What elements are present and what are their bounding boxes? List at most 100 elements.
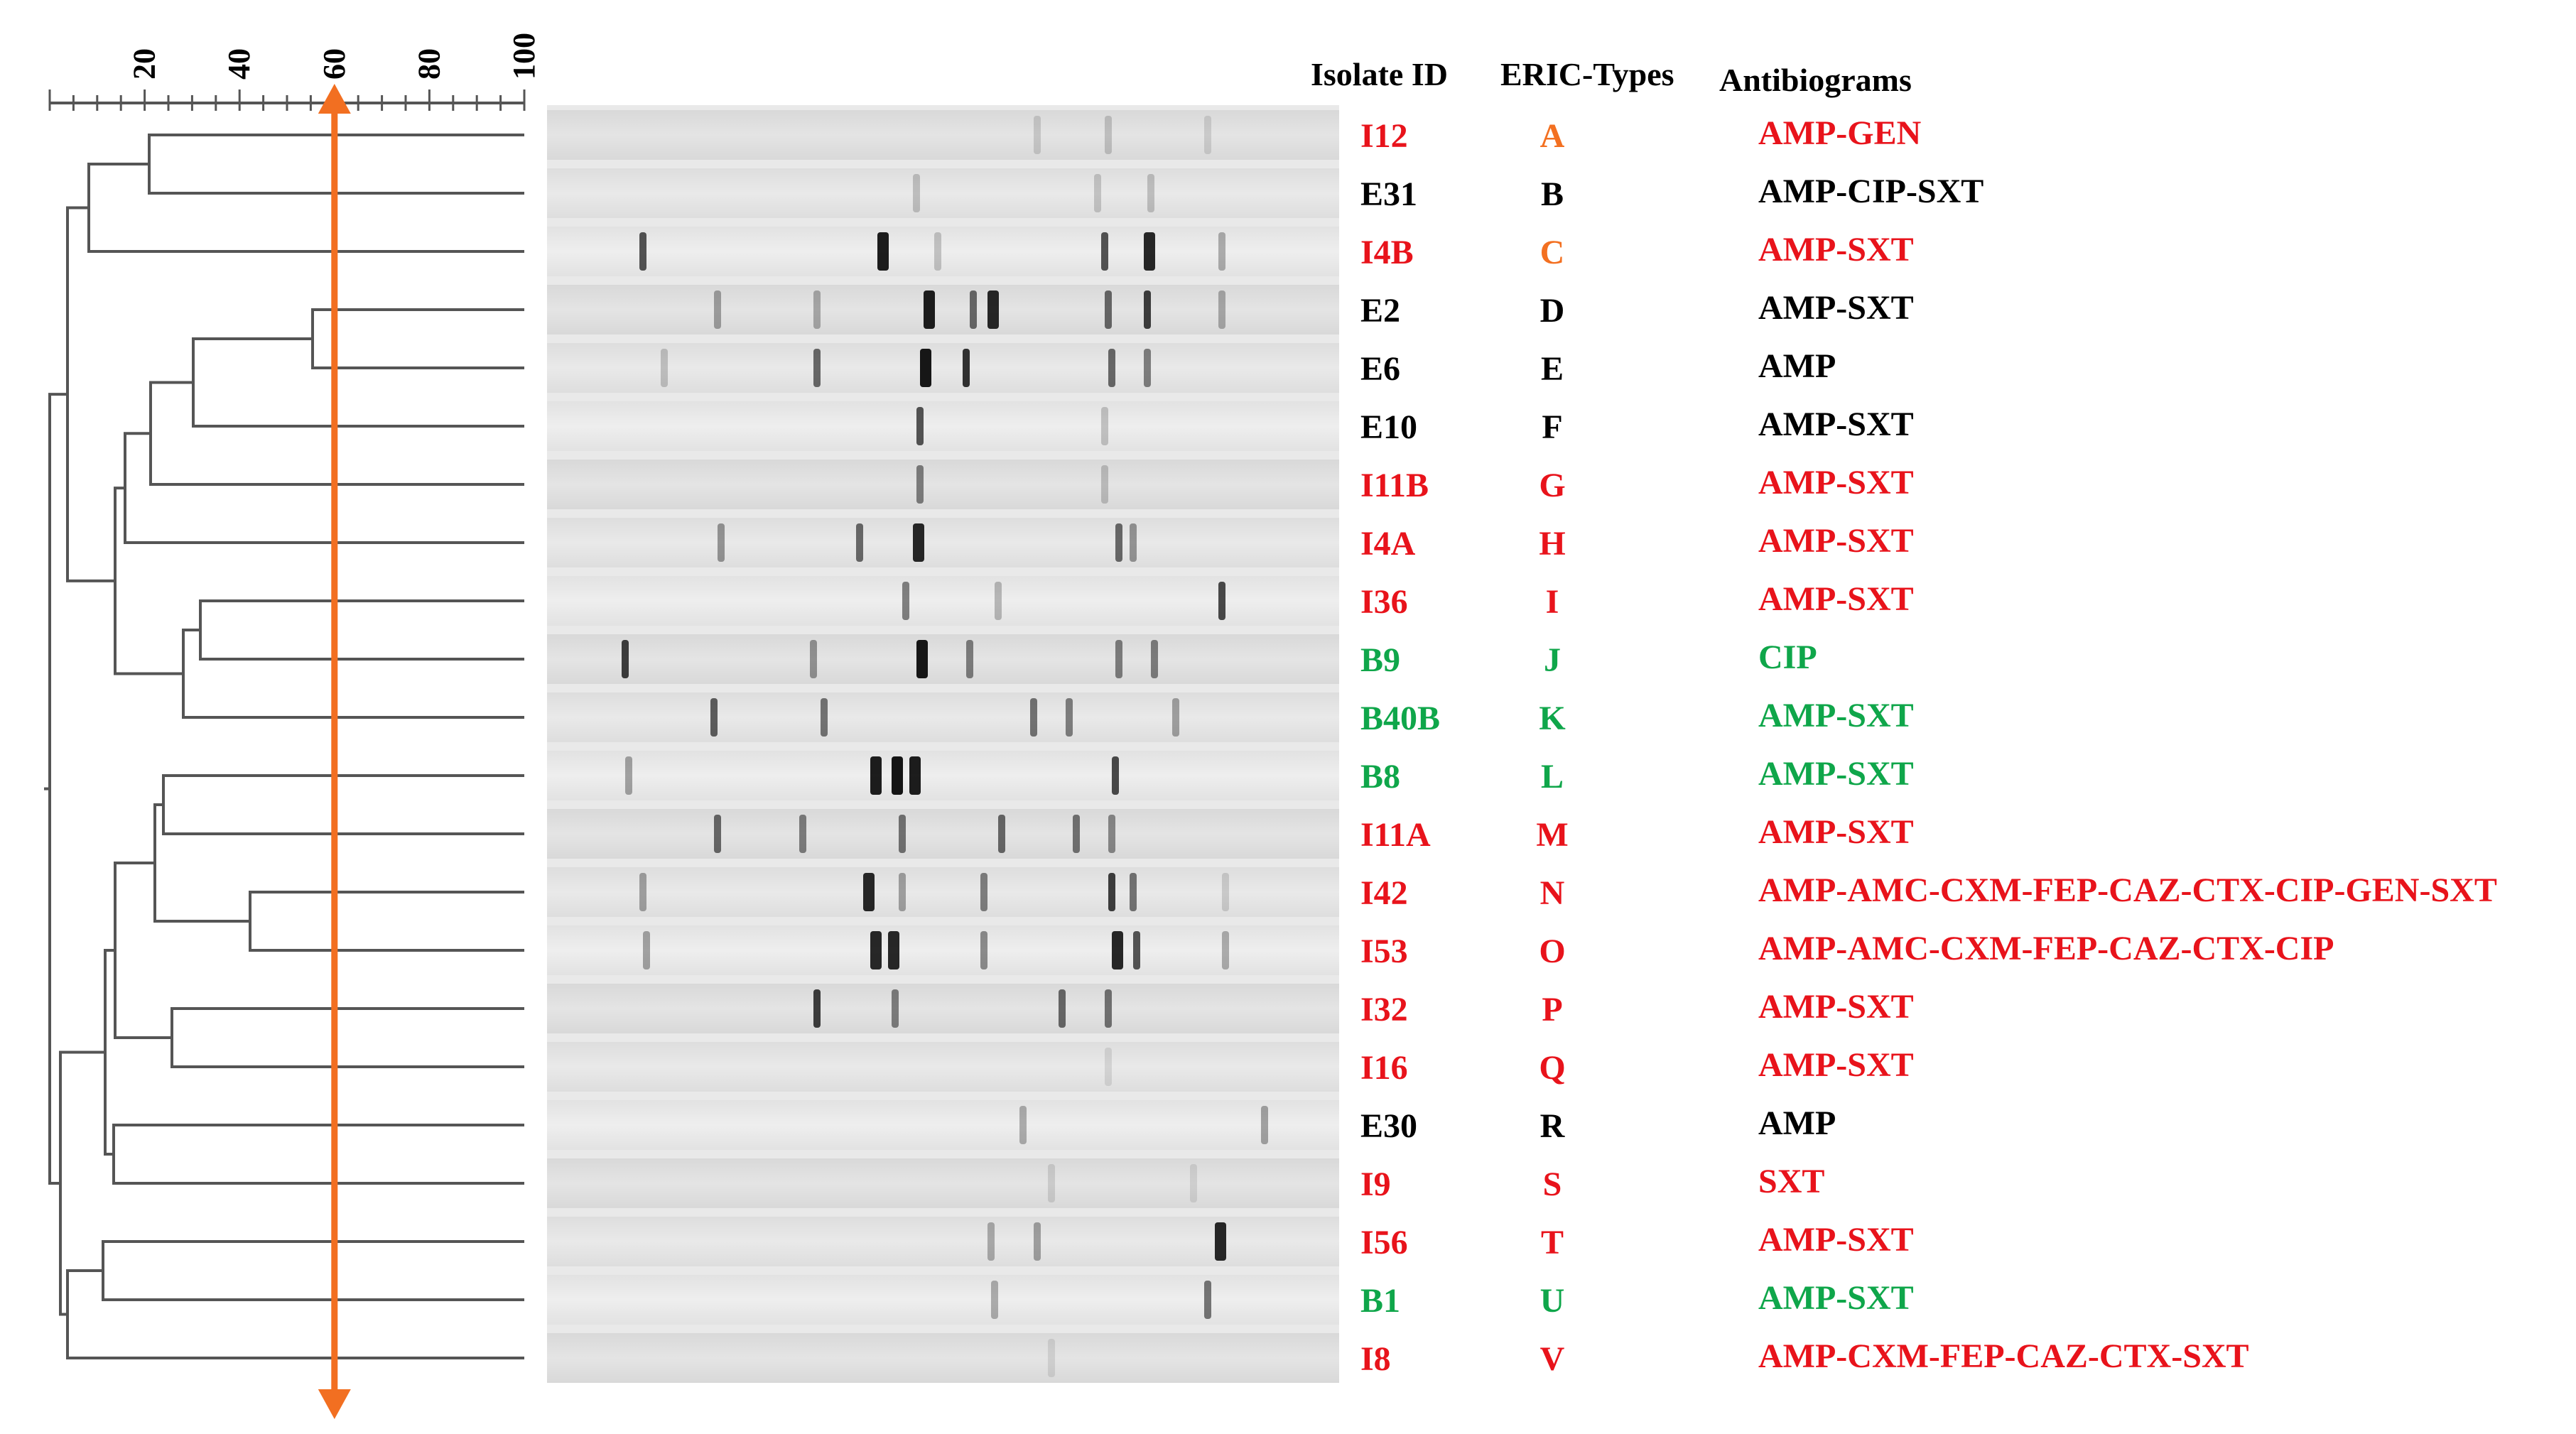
- gel-band: [995, 582, 1002, 620]
- gel-band: [916, 465, 924, 504]
- dendrogram-branch: [102, 1240, 524, 1301]
- gel-band: [1144, 232, 1155, 271]
- gel-band: [863, 873, 875, 911]
- antibiogram: AMP-SXT: [1758, 464, 1914, 501]
- isolate-id: E2: [1360, 292, 1400, 330]
- gel-band: [714, 815, 721, 853]
- gel-band: [1151, 640, 1158, 678]
- cutoff-arrow: [318, 84, 351, 1419]
- gel-lane-shade: [547, 1275, 1339, 1325]
- gel-band: [892, 989, 899, 1028]
- gel-band: [1222, 931, 1229, 969]
- gel-band: [877, 232, 889, 271]
- gel-band: [639, 873, 646, 911]
- gel-band: [998, 815, 1005, 853]
- scale-tick-label: 60: [317, 48, 352, 80]
- isolate-id: B8: [1360, 758, 1400, 795]
- dendrogram-branch: [182, 629, 524, 719]
- gel-band: [813, 349, 821, 387]
- gel-lanes: [547, 110, 1339, 1383]
- dendrogram-branch: [114, 862, 172, 1039]
- eric-type: P: [1542, 991, 1562, 1028]
- gel-band: [870, 931, 882, 969]
- isolate-id: B9: [1360, 641, 1400, 679]
- isolate-id: I11B: [1360, 467, 1429, 504]
- gel-band: [913, 174, 920, 212]
- gel-band: [963, 349, 970, 387]
- gel-band: [980, 873, 987, 911]
- dendrogram-branch: [249, 891, 524, 952]
- gel-band: [1144, 290, 1151, 329]
- antibiogram: AMP-SXT: [1758, 813, 1914, 851]
- gel-band: [1034, 1222, 1041, 1261]
- scale-tick-label: 20: [127, 48, 162, 80]
- antibiogram: AMP-AMC-CXM-FEP-CAZ-CTX-CIP-GEN-SXT: [1758, 871, 2497, 909]
- gel-band: [1073, 815, 1080, 853]
- dendrogram-branch: [66, 1269, 524, 1359]
- gel-band: [916, 640, 928, 678]
- gel-band: [1101, 465, 1108, 504]
- eric-type: I: [1546, 583, 1559, 621]
- eric-type: R: [1540, 1107, 1566, 1145]
- gel-band: [892, 756, 903, 795]
- eric-type: G: [1539, 467, 1565, 504]
- row-labels: I12 A AMP-GEN E31 B AMP-CIP-SXT I4B C AMP-SXT E2 D…: [1360, 114, 2497, 1378]
- eric-type: V: [1540, 1340, 1565, 1378]
- gel-lane-shade: [547, 809, 1339, 859]
- gel-band: [710, 698, 718, 737]
- gel-lane-shade: [547, 692, 1339, 742]
- gel-lane-shade: [547, 1333, 1339, 1383]
- dendrogram-branch: [162, 774, 524, 835]
- scale-tick-label: 100: [507, 33, 541, 80]
- eric-type: N: [1540, 874, 1565, 912]
- dendrogram-branch: [87, 163, 524, 253]
- isolate-id: I11A: [1360, 816, 1431, 854]
- antibiogram: AMP-SXT: [1758, 231, 1914, 268]
- eric-type: E: [1541, 350, 1564, 388]
- gel-band: [870, 756, 882, 795]
- gel-lane-shade: [547, 343, 1339, 393]
- isolate-id: I16: [1360, 1049, 1408, 1087]
- gel-band: [1066, 698, 1073, 737]
- isolate-id: I42: [1360, 874, 1408, 912]
- gel-lane-shade: [547, 285, 1339, 335]
- header-antibiograms: Antibiograms: [1719, 62, 1912, 98]
- gel-band: [1204, 116, 1211, 154]
- gel-band: [1112, 931, 1123, 969]
- antibiogram: AMP-SXT: [1758, 1279, 1914, 1317]
- gel-band: [799, 815, 806, 853]
- eric-type: T: [1541, 1224, 1564, 1261]
- gel-lane-shade: [547, 1158, 1339, 1208]
- gel-lane-shade: [547, 751, 1339, 800]
- gel-lane-shade: [547, 867, 1339, 917]
- isolate-id: I4B: [1360, 234, 1414, 271]
- gel-lane-shade: [547, 925, 1339, 975]
- isolate-id: E10: [1360, 408, 1417, 446]
- eric-type: C: [1540, 234, 1565, 271]
- dendrogram-branch: [124, 432, 524, 544]
- gel-lane-shade: [547, 1100, 1339, 1150]
- eric-type: D: [1540, 292, 1565, 330]
- isolate-id: I4A: [1360, 525, 1416, 563]
- gel-band: [1105, 1048, 1112, 1086]
- isolate-id: E31: [1360, 175, 1417, 213]
- gel-band: [1112, 756, 1119, 795]
- eric-type: H: [1539, 525, 1565, 563]
- eric-type: M: [1536, 816, 1568, 854]
- gel-band: [899, 873, 906, 911]
- dendrogram-branch: [48, 393, 67, 1185]
- antibiogram: AMP-SXT: [1758, 406, 1914, 443]
- gel-band: [639, 232, 646, 271]
- gel-band: [661, 349, 668, 387]
- cutoff-arrowhead-up: [318, 84, 351, 114]
- eric-type: A: [1540, 117, 1565, 155]
- cutoff-arrowhead-down: [318, 1389, 351, 1419]
- antibiogram: AMP-SXT: [1758, 755, 1914, 793]
- gel-band: [924, 290, 935, 329]
- gel-lane-shade: [547, 1042, 1339, 1092]
- gel-band: [1101, 407, 1108, 445]
- gel-band: [1115, 640, 1122, 678]
- antibiogram: AMP-AMC-CXM-FEP-CAZ-CTX-CIP: [1758, 930, 2334, 967]
- gel-lane-shade: [547, 1217, 1339, 1266]
